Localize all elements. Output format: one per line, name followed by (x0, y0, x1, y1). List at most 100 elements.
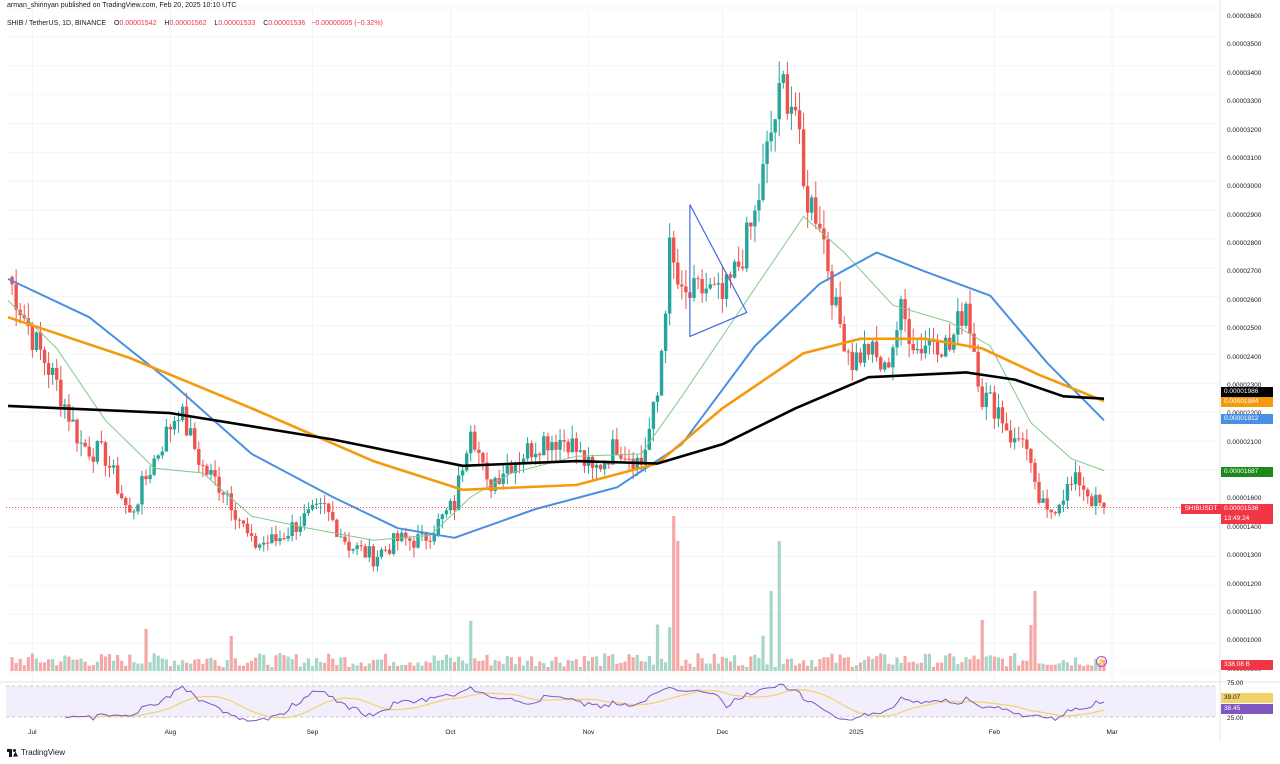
volume-bar (578, 666, 582, 671)
candle-body (46, 363, 51, 375)
candle-body (193, 428, 197, 450)
candle-body (603, 462, 607, 470)
volume-bar (558, 662, 562, 671)
volume-bar (392, 662, 396, 671)
volume-bar (712, 653, 716, 671)
volume-bar (972, 655, 976, 671)
candle-body (1086, 489, 1090, 497)
volume-bar (339, 657, 343, 671)
volume-bar (225, 660, 229, 671)
volume-bar (534, 666, 538, 671)
volume-bar (485, 654, 489, 671)
price-tick-label: 0.00003500 (1227, 41, 1262, 49)
ma-green-line (7, 216, 1105, 541)
volume-bar (996, 657, 1001, 671)
volume-bar (830, 653, 834, 671)
candle-body (761, 164, 765, 201)
candle-body (351, 549, 355, 551)
volume-bar (258, 653, 262, 671)
candle-body (460, 470, 465, 476)
volume-bar (513, 664, 518, 671)
candle-body (448, 500, 453, 511)
candle-body (870, 341, 875, 355)
price-tick-label: 0.00002700 (1227, 268, 1262, 276)
volume-bar (63, 655, 67, 671)
volume-bar (1078, 664, 1082, 671)
candle-body (667, 237, 672, 314)
candle-body (546, 436, 550, 451)
volume-bar (858, 662, 863, 671)
volume-bar (245, 662, 250, 671)
candle-body (42, 349, 47, 364)
volume-bar (30, 653, 34, 671)
volume-bar (477, 660, 481, 671)
price-tick-label: 0.00002300 (1227, 381, 1262, 389)
candle-body (1021, 438, 1025, 440)
candle-body (412, 540, 416, 548)
volume-bar (1090, 665, 1094, 671)
lightning-icon[interactable]: ⚡ (1096, 656, 1107, 667)
volume-bar (497, 661, 501, 671)
volume-bar (546, 666, 550, 671)
price-tick-label: 0.00003600 (1227, 13, 1262, 20)
price-tick-label: 0.00001100 (1227, 608, 1261, 616)
volume-bar (891, 664, 895, 671)
candle-body (355, 545, 359, 550)
volume-bar (156, 655, 160, 671)
candle-body (676, 262, 680, 285)
volume-bar (599, 665, 603, 671)
candle-body (343, 536, 347, 542)
volume-bar (249, 660, 254, 671)
volume-bar (221, 666, 225, 671)
candle-body (168, 426, 173, 430)
volume-bar (331, 658, 335, 671)
volume-bar (603, 653, 607, 671)
candle-body (282, 538, 286, 540)
volume-bar (704, 663, 708, 671)
candle-body (728, 274, 733, 278)
symbol-title[interactable]: SHIB / TetherUS, 1D, BINANCE (7, 20, 107, 27)
candle-body (915, 348, 919, 351)
volume-bar (343, 657, 347, 671)
candle-body (1012, 438, 1017, 443)
candle-body (286, 536, 290, 539)
volume-bar (205, 658, 209, 671)
candle-body (331, 511, 335, 520)
volume-bar (765, 664, 769, 671)
volume-bar (696, 653, 700, 671)
candle-body (124, 498, 128, 506)
volume-bar (254, 657, 258, 671)
candle-body (952, 334, 956, 350)
volume-bar (542, 663, 546, 671)
candle-body (30, 326, 35, 351)
tradingview-logo[interactable]: TradingView (7, 748, 65, 757)
volume-bar (944, 655, 948, 671)
candle-body (278, 538, 282, 542)
volume-bar (465, 663, 469, 671)
volume-bar (1037, 663, 1041, 671)
candle-body (107, 465, 112, 468)
volume-bar (473, 658, 477, 671)
volume-bar (456, 656, 461, 671)
volume-bar (1049, 664, 1053, 671)
volume-bar (875, 656, 879, 671)
candle-body (217, 476, 221, 493)
volume-bar (270, 666, 274, 671)
time-tick-label: Aug (164, 729, 177, 736)
volume-bar (1082, 666, 1086, 671)
candle-body (777, 82, 781, 120)
volume-bar (1094, 658, 1098, 671)
rsi-tick-label: 75.00 (1227, 680, 1244, 687)
candle-body (55, 367, 59, 380)
candle-body (529, 443, 534, 458)
volume-bar (550, 660, 554, 671)
candle-body (826, 239, 830, 272)
candle-body (960, 311, 964, 326)
volume-bar (692, 666, 696, 671)
volume-bar (724, 658, 729, 671)
volume-bar (968, 659, 972, 671)
candle-body (188, 428, 193, 436)
candle-body (298, 525, 302, 532)
volume-bar (631, 657, 635, 671)
